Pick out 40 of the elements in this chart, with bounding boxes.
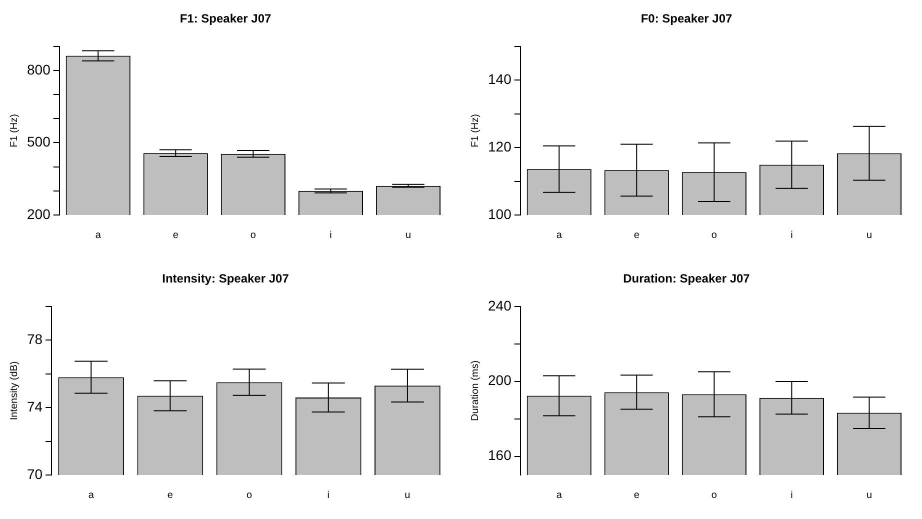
- x-tick-label: e: [634, 230, 640, 241]
- x-tick-label: i: [790, 490, 793, 501]
- y-axis-title: F1 (Hz): [470, 114, 481, 148]
- x-tick-label: e: [172, 230, 179, 241]
- y-tick-label: 800: [27, 61, 51, 78]
- y-tick-label: 140: [488, 70, 512, 87]
- y-tick-label: 120: [488, 138, 512, 154]
- y-tick-label: 200: [488, 372, 512, 388]
- y-tick-label: 200: [27, 206, 51, 222]
- x-tick-label: i: [790, 230, 793, 241]
- x-tick-label: a: [95, 230, 102, 241]
- chart-title: Duration: Speaker J07: [623, 272, 750, 286]
- y-tick-label: 500: [27, 134, 51, 150]
- x-tick-label: i: [330, 230, 332, 241]
- x-tick-label: u: [404, 490, 410, 501]
- y-axis-title: Duration (ms): [470, 360, 481, 421]
- y-axis-title: F1 (Hz): [8, 114, 20, 148]
- x-tick-label: u: [405, 230, 412, 241]
- x-tick-label: i: [327, 490, 330, 501]
- x-tick-label: a: [88, 490, 94, 501]
- x-tick-label: a: [556, 490, 562, 501]
- y-tick-label: 70: [26, 466, 43, 482]
- y-tick-label: 74: [26, 398, 43, 414]
- x-tick-label: e: [634, 490, 640, 501]
- x-tick-label: o: [246, 490, 253, 501]
- y-tick-label: 78: [26, 330, 43, 347]
- chart-title: Intensity: Speaker J07: [162, 272, 290, 286]
- x-tick-label: o: [711, 490, 718, 501]
- y-axis-title: Intensity (dB): [8, 361, 20, 420]
- y-tick-label: 100: [488, 206, 512, 222]
- y-tick-label: 240: [488, 297, 512, 314]
- x-tick-label: a: [556, 230, 562, 241]
- chart-title: F0: Speaker J07: [640, 12, 733, 26]
- x-tick-label: u: [866, 230, 872, 241]
- x-tick-label: o: [250, 230, 256, 241]
- chart-title: F1: Speaker J07: [180, 12, 272, 26]
- x-tick-label: u: [866, 490, 872, 501]
- y-tick-label: 160: [488, 447, 512, 464]
- x-tick-label: e: [167, 490, 174, 501]
- x-tick-label: o: [711, 230, 718, 241]
